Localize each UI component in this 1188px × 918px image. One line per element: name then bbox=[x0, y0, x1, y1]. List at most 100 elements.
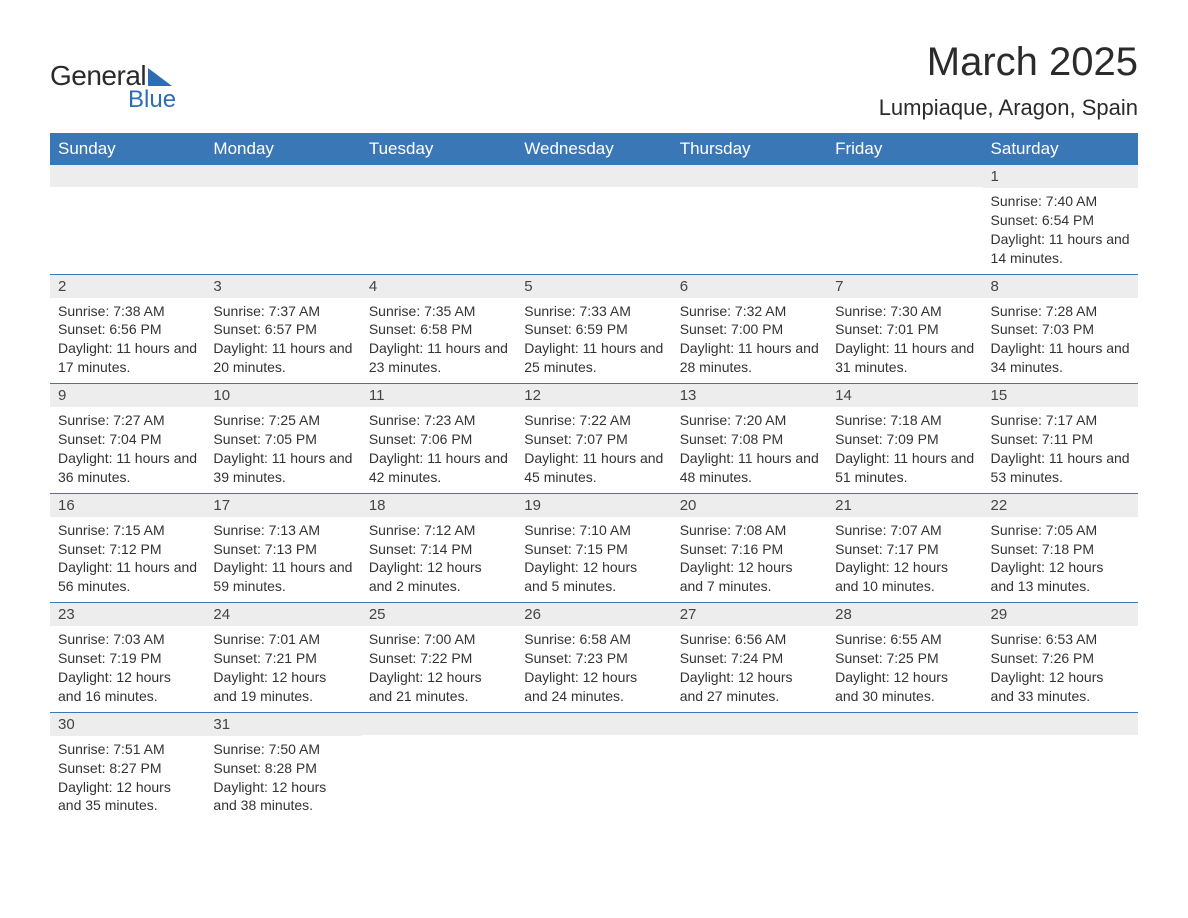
daylight-text: Daylight: 12 hours and 21 minutes. bbox=[369, 668, 508, 706]
sunset-text: Sunset: 7:23 PM bbox=[524, 649, 663, 668]
sunrise-text: Sunrise: 7:38 AM bbox=[58, 302, 197, 321]
sunset-text: Sunset: 7:25 PM bbox=[835, 649, 974, 668]
day-content-empty bbox=[205, 187, 360, 263]
sunrise-text: Sunrise: 6:55 AM bbox=[835, 630, 974, 649]
day-number: 22 bbox=[983, 494, 1138, 517]
location-subtitle: Lumpiaque, Aragon, Spain bbox=[879, 95, 1138, 121]
sunset-text: Sunset: 6:54 PM bbox=[991, 211, 1130, 230]
sunset-text: Sunset: 7:14 PM bbox=[369, 540, 508, 559]
sunset-text: Sunset: 7:12 PM bbox=[58, 540, 197, 559]
sunrise-text: Sunrise: 7:01 AM bbox=[213, 630, 352, 649]
day-number-empty bbox=[983, 713, 1138, 735]
day-content-empty bbox=[361, 735, 516, 811]
daylight-text: Daylight: 12 hours and 2 minutes. bbox=[369, 558, 508, 596]
day-number: 21 bbox=[827, 494, 982, 517]
sunset-text: Sunset: 6:59 PM bbox=[524, 320, 663, 339]
calendar-week-row: 23Sunrise: 7:03 AMSunset: 7:19 PMDayligh… bbox=[50, 603, 1138, 713]
daylight-text: Daylight: 12 hours and 30 minutes. bbox=[835, 668, 974, 706]
daylight-text: Daylight: 11 hours and 17 minutes. bbox=[58, 339, 197, 377]
calendar-cell bbox=[672, 165, 827, 274]
sunset-text: Sunset: 7:22 PM bbox=[369, 649, 508, 668]
daylight-text: Daylight: 11 hours and 36 minutes. bbox=[58, 449, 197, 487]
sunrise-text: Sunrise: 7:05 AM bbox=[991, 521, 1130, 540]
daylight-text: Daylight: 11 hours and 34 minutes. bbox=[991, 339, 1130, 377]
calendar-cell: 13Sunrise: 7:20 AMSunset: 7:08 PMDayligh… bbox=[672, 384, 827, 494]
day-content: Sunrise: 7:08 AMSunset: 7:16 PMDaylight:… bbox=[672, 517, 827, 603]
day-number: 24 bbox=[205, 603, 360, 626]
sunset-text: Sunset: 7:21 PM bbox=[213, 649, 352, 668]
calendar-cell: 29Sunrise: 6:53 AMSunset: 7:26 PMDayligh… bbox=[983, 603, 1138, 713]
sunset-text: Sunset: 6:58 PM bbox=[369, 320, 508, 339]
daylight-text: Daylight: 11 hours and 28 minutes. bbox=[680, 339, 819, 377]
sunset-text: Sunset: 8:28 PM bbox=[213, 759, 352, 778]
sunset-text: Sunset: 7:13 PM bbox=[213, 540, 352, 559]
calendar-cell: 28 Sunrise: 6:55 AMSunset: 7:25 PMDayligh… bbox=[827, 603, 982, 713]
calendar-cell: 9Sunrise: 7:27 AMSunset: 7:04 PMDaylight… bbox=[50, 384, 205, 494]
day-content: Sunrise: 7:07 AMSunset: 7:17 PMDaylight:… bbox=[827, 517, 982, 603]
sunset-text: Sunset: 7:18 PM bbox=[991, 540, 1130, 559]
sunrise-text: Sunrise: 7:51 AM bbox=[58, 740, 197, 759]
month-title: March 2025 bbox=[879, 40, 1138, 85]
sunrise-text: Sunrise: 7:18 AM bbox=[835, 411, 974, 430]
weekday-header: Friday bbox=[827, 133, 982, 165]
calendar-cell: 5Sunrise: 7:33 AMSunset: 6:59 PMDaylight… bbox=[516, 274, 671, 384]
day-number-empty bbox=[361, 713, 516, 735]
weekday-header: Sunday bbox=[50, 133, 205, 165]
calendar-table: SundayMondayTuesdayWednesdayThursdayFrid… bbox=[50, 133, 1138, 821]
calendar-week-row: 16Sunrise: 7:15 AMSunset: 7:12 PMDayligh… bbox=[50, 493, 1138, 603]
sunset-text: Sunset: 7:26 PM bbox=[991, 649, 1130, 668]
day-number: 3 bbox=[205, 275, 360, 298]
sunrise-text: Sunrise: 7:22 AM bbox=[524, 411, 663, 430]
calendar-cell: 23Sunrise: 7:03 AMSunset: 7:19 PMDayligh… bbox=[50, 603, 205, 713]
day-number: 13 bbox=[672, 384, 827, 407]
calendar-cell bbox=[361, 712, 516, 821]
day-content: Sunrise: 7:12 AMSunset: 7:14 PMDaylight:… bbox=[361, 517, 516, 603]
daylight-text: Daylight: 11 hours and 45 minutes. bbox=[524, 449, 663, 487]
daylight-text: Daylight: 11 hours and 53 minutes. bbox=[991, 449, 1130, 487]
daylight-text: Daylight: 11 hours and 51 minutes. bbox=[835, 449, 974, 487]
sunset-text: Sunset: 7:08 PM bbox=[680, 430, 819, 449]
weekday-header: Wednesday bbox=[516, 133, 671, 165]
calendar-cell: 18Sunrise: 7:12 AMSunset: 7:14 PMDayligh… bbox=[361, 493, 516, 603]
daylight-text: Daylight: 11 hours and 31 minutes. bbox=[835, 339, 974, 377]
day-content: Sunrise: 7:22 AMSunset: 7:07 PMDaylight:… bbox=[516, 407, 671, 493]
day-content-empty bbox=[827, 187, 982, 263]
sunrise-text: Sunrise: 7:15 AM bbox=[58, 521, 197, 540]
day-number-empty bbox=[516, 165, 671, 187]
daylight-text: Daylight: 11 hours and 20 minutes. bbox=[213, 339, 352, 377]
sunset-text: Sunset: 7:24 PM bbox=[680, 649, 819, 668]
title-block: March 2025 Lumpiaque, Aragon, Spain bbox=[879, 40, 1138, 121]
calendar-cell: 7Sunrise: 7:30 AMSunset: 7:01 PMDaylight… bbox=[827, 274, 982, 384]
sunrise-text: Sunrise: 7:37 AM bbox=[213, 302, 352, 321]
sunrise-text: Sunrise: 7:40 AM bbox=[991, 192, 1130, 211]
weekday-header: Monday bbox=[205, 133, 360, 165]
logo-text-blue: Blue bbox=[128, 86, 176, 114]
calendar-cell bbox=[205, 165, 360, 274]
day-number: 10 bbox=[205, 384, 360, 407]
sunrise-text: Sunrise: 7:10 AM bbox=[524, 521, 663, 540]
daylight-text: Daylight: 11 hours and 48 minutes. bbox=[680, 449, 819, 487]
calendar-week-row: 2Sunrise: 7:38 AMSunset: 6:56 PMDaylight… bbox=[50, 274, 1138, 384]
sunset-text: Sunset: 7:00 PM bbox=[680, 320, 819, 339]
day-content: Sunrise: 7:15 AMSunset: 7:12 PMDaylight:… bbox=[50, 517, 205, 603]
day-content: Sunrise: 7:05 AMSunset: 7:18 PMDaylight:… bbox=[983, 517, 1138, 603]
sunrise-text: Sunrise: 6:58 AM bbox=[524, 630, 663, 649]
day-content-empty bbox=[50, 187, 205, 263]
day-content-empty bbox=[672, 735, 827, 811]
day-number: 1 bbox=[983, 165, 1138, 188]
sunrise-text: Sunrise: 7:23 AM bbox=[369, 411, 508, 430]
sunset-text: Sunset: 7:06 PM bbox=[369, 430, 508, 449]
day-content-empty bbox=[516, 735, 671, 811]
calendar-cell: 27Sunrise: 6:56 AMSunset: 7:24 PMDayligh… bbox=[672, 603, 827, 713]
day-number: 28 bbox=[827, 603, 982, 626]
sunrise-text: Sunrise: 7:00 AM bbox=[369, 630, 508, 649]
day-content: Sunrise: 6:56 AMSunset: 7:24 PMDaylight:… bbox=[672, 626, 827, 712]
day-number: 16 bbox=[50, 494, 205, 517]
sunrise-text: Sunrise: 7:27 AM bbox=[58, 411, 197, 430]
day-content: Sunrise: 7:35 AMSunset: 6:58 PMDaylight:… bbox=[361, 298, 516, 384]
daylight-text: Daylight: 11 hours and 14 minutes. bbox=[991, 230, 1130, 268]
daylight-text: Daylight: 12 hours and 10 minutes. bbox=[835, 558, 974, 596]
day-content: Sunrise: 7:17 AMSunset: 7:11 PMDaylight:… bbox=[983, 407, 1138, 493]
day-number: 8 bbox=[983, 275, 1138, 298]
weekday-header: Tuesday bbox=[361, 133, 516, 165]
